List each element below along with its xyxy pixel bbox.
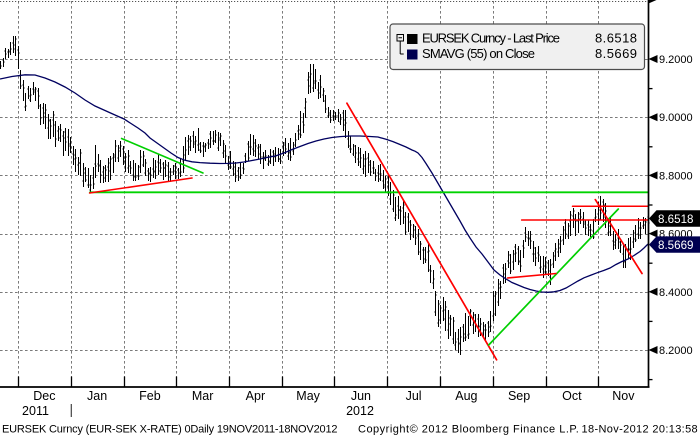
svg-text:Feb: Feb bbox=[139, 389, 161, 403]
svg-text:Dec: Dec bbox=[33, 389, 55, 403]
svg-text:18-Nov-2012 20:13:58: 18-Nov-2012 20:13:58 bbox=[582, 424, 698, 436]
svg-text:8.4000: 8.4000 bbox=[659, 287, 693, 299]
svg-text:Sep: Sep bbox=[508, 389, 530, 403]
svg-text:Jun: Jun bbox=[351, 389, 371, 403]
svg-text:2011: 2011 bbox=[22, 404, 49, 418]
svg-text:Nov: Nov bbox=[612, 389, 635, 403]
svg-text:8.6518: 8.6518 bbox=[595, 31, 637, 46]
svg-text:Jul: Jul bbox=[406, 389, 422, 403]
svg-text:9.0000: 9.0000 bbox=[659, 112, 693, 124]
svg-text:8.5669: 8.5669 bbox=[658, 239, 693, 252]
svg-text:9.2000: 9.2000 bbox=[659, 54, 693, 66]
svg-text:8.6518: 8.6518 bbox=[658, 213, 693, 226]
svg-text:Aug: Aug bbox=[455, 389, 477, 403]
svg-text:2012: 2012 bbox=[346, 404, 374, 418]
svg-text:Jan: Jan bbox=[87, 389, 107, 403]
svg-text:May: May bbox=[296, 389, 320, 403]
svg-text:8.8000: 8.8000 bbox=[659, 170, 693, 182]
svg-text:8.5669: 8.5669 bbox=[595, 46, 637, 61]
svg-text:Mar: Mar bbox=[192, 389, 214, 403]
svg-text:Oct: Oct bbox=[562, 389, 582, 403]
svg-text:Apr: Apr bbox=[246, 389, 265, 403]
svg-text:SMAVG (55) on Close: SMAVG (55) on Close bbox=[422, 46, 535, 61]
svg-text:EURSEK Curncy - Last Price: EURSEK Curncy - Last Price bbox=[422, 31, 560, 46]
svg-text:Copyright© 2012 Bloomberg Fina: Copyright© 2012 Bloomberg Finance L.P. bbox=[358, 424, 579, 436]
svg-text:EURSEK Curncy (EUR-SEK X-RATE): EURSEK Curncy (EUR-SEK X-RATE) 0Daily 19… bbox=[2, 424, 337, 436]
svg-text:8.2000: 8.2000 bbox=[659, 345, 693, 357]
